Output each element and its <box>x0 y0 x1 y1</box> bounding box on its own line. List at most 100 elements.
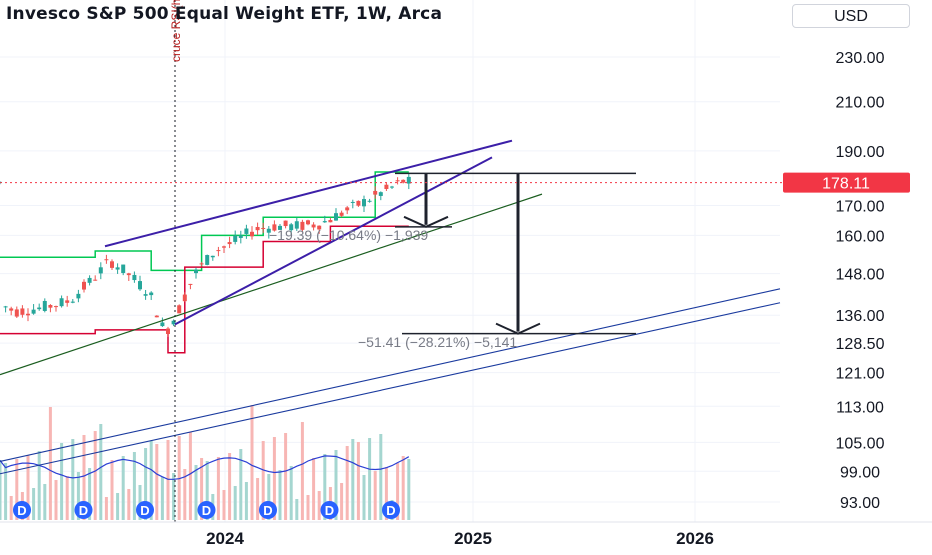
volume-bar <box>216 457 220 520</box>
candle-body <box>261 227 266 229</box>
volume-bar <box>267 474 271 520</box>
candle-body <box>406 176 411 184</box>
volume-bar <box>71 439 75 520</box>
candle-body <box>149 292 154 296</box>
candle-body <box>345 207 350 211</box>
volume-bar <box>289 466 293 520</box>
price-tick-label: 170.00 <box>836 199 885 216</box>
volume-bar <box>351 439 355 520</box>
measure-small-label: −19.39 (−10.64%) −1,939 <box>269 227 428 243</box>
volume-bar <box>194 465 198 520</box>
candle-body <box>59 298 64 307</box>
candle-body <box>289 224 294 231</box>
volume-bar <box>60 443 64 520</box>
candle-body <box>322 221 327 223</box>
volume-bar <box>99 424 103 520</box>
candle-body <box>205 255 210 265</box>
wedge-upper-line <box>104 139 513 248</box>
price-tick-label: 121.00 <box>836 366 885 383</box>
candle-body <box>121 264 126 274</box>
volume-bar <box>116 493 120 520</box>
dividend-marker-label: D <box>263 503 272 518</box>
volume-bar <box>261 441 265 520</box>
volume-bar <box>239 449 243 520</box>
price-tick-label: 136.00 <box>836 308 885 325</box>
volume-bar <box>323 454 327 520</box>
volume-bar <box>127 489 131 520</box>
volume-bar <box>26 455 30 520</box>
price-tick-label: 160.00 <box>836 228 885 245</box>
candle-body <box>132 274 137 281</box>
time-tick-label: 2025 <box>454 529 492 548</box>
candle-body <box>278 225 282 230</box>
supertrend-down-line <box>0 225 409 354</box>
candle-body <box>244 228 249 234</box>
candle-body <box>356 200 361 206</box>
candle-body <box>300 221 305 230</box>
candle-body <box>378 192 383 196</box>
price-tick-label: 113.00 <box>836 399 884 416</box>
candle-body <box>328 220 333 223</box>
volume-bar <box>93 431 97 520</box>
candle-body <box>48 305 53 308</box>
currency-selector[interactable]: USD <box>792 4 910 28</box>
candle-body <box>110 261 114 268</box>
candle-body <box>367 200 372 202</box>
volume-bar <box>65 476 69 520</box>
candle-body <box>98 267 103 274</box>
candle-body <box>384 184 389 190</box>
candle-body <box>76 293 81 299</box>
volume-bar <box>345 446 349 520</box>
candle-body <box>266 228 271 233</box>
dividend-marker <box>13 501 31 519</box>
candle-body <box>216 250 221 252</box>
candle-body <box>210 255 215 258</box>
volume-bar <box>396 463 400 520</box>
volume-bar <box>384 467 388 520</box>
dividend-marker-label: D <box>325 503 334 518</box>
volume-bar <box>317 491 321 520</box>
vertical-marker-label: cruce RSI(h) <box>169 0 183 62</box>
dividend-marker-label: D <box>386 503 395 518</box>
volume-bar <box>9 496 13 520</box>
volume-bar <box>205 461 209 520</box>
candle-body <box>177 305 182 314</box>
dividend-marker-label: D <box>17 503 26 518</box>
volume-bar <box>132 452 136 520</box>
candle-body <box>126 273 131 276</box>
measure-large-arrow <box>495 173 541 335</box>
volume-bar <box>188 432 192 520</box>
price-tick-label: 230.00 <box>836 50 885 67</box>
dividend-marker <box>320 501 339 519</box>
volume-bar <box>177 436 181 520</box>
volume-bar <box>250 405 254 520</box>
volume-bar <box>37 451 41 520</box>
volume-bar <box>379 434 383 520</box>
dividend-marker-label: D <box>79 503 88 518</box>
time-tick-label: 2026 <box>676 529 714 548</box>
candle-body <box>93 279 98 281</box>
candle-body <box>54 306 58 308</box>
volume-bar <box>48 407 52 520</box>
price-tick-label: 210.00 <box>836 95 885 112</box>
price-tick-label: 128.50 <box>836 336 885 353</box>
volume-bar <box>200 458 204 520</box>
candle-body <box>160 322 165 327</box>
volume-bar <box>144 448 148 520</box>
candle-body <box>171 320 176 325</box>
dividend-marker <box>382 501 400 519</box>
price-tick-label: 190.00 <box>836 144 885 161</box>
candle-body <box>390 186 394 188</box>
dividend-marker <box>259 501 277 519</box>
candle-body <box>188 283 193 285</box>
candle-body <box>182 294 187 302</box>
chart-title: Invesco S&P 500 Equal Weight ETF, 1W, Ar… <box>6 4 443 24</box>
candle-body <box>143 294 148 296</box>
candle-body <box>65 300 70 303</box>
wedge-lower-line <box>174 156 493 326</box>
measure-small-arrow <box>403 173 449 228</box>
volume-bar <box>82 435 86 520</box>
candle-body <box>82 281 86 290</box>
support-trendline <box>0 193 543 376</box>
volume-bar <box>368 438 372 520</box>
